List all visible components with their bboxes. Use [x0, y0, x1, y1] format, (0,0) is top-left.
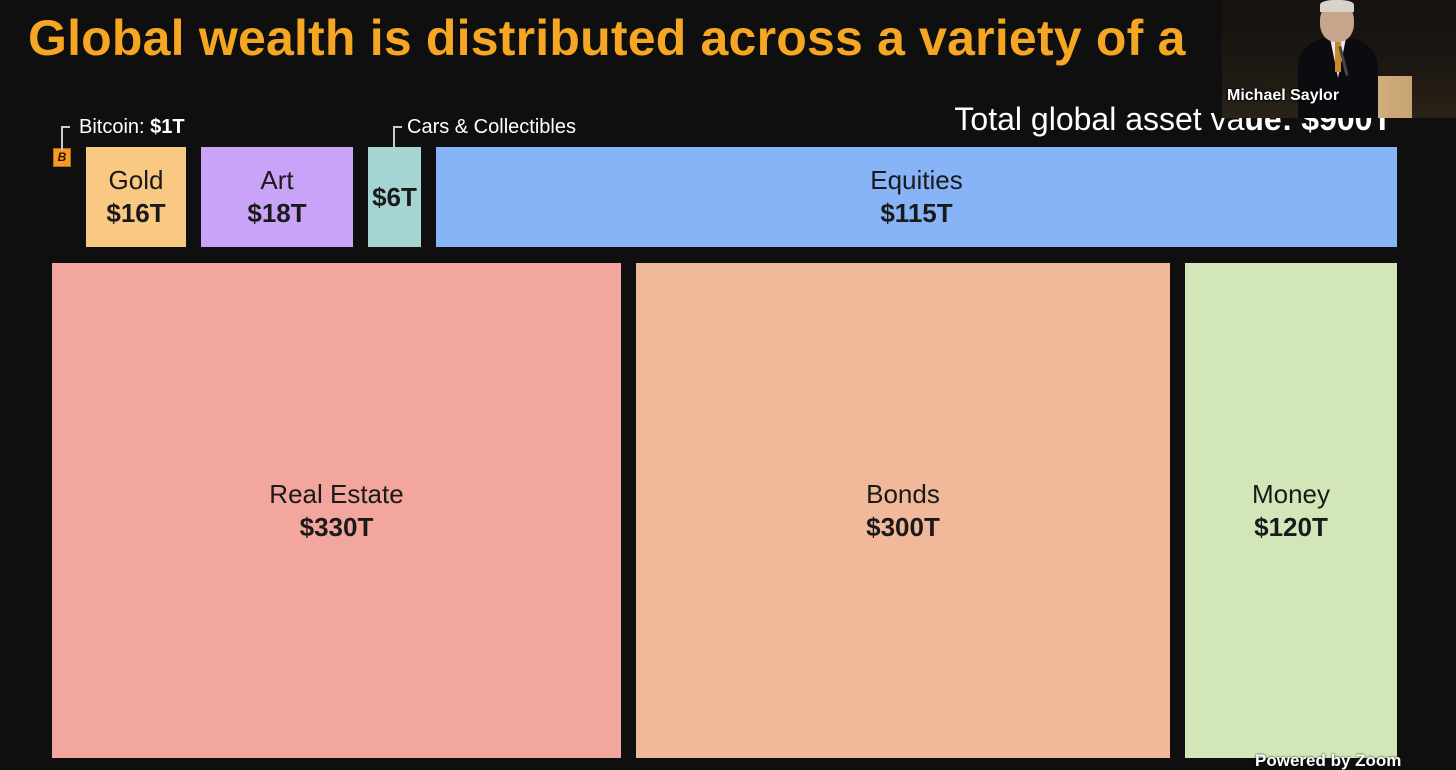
tile-bonds: Bonds $300T	[636, 263, 1170, 758]
tile-bonds-name: Bonds	[866, 478, 940, 509]
speaker-tie	[1335, 42, 1341, 72]
tile-equities-value: $115T	[880, 198, 953, 228]
tile-art-name: Art	[260, 165, 294, 195]
bitcoin-callout-label: Bitcoin:	[79, 116, 151, 138]
speaker-hair	[1320, 0, 1354, 12]
tile-equities: Equities $115T	[436, 147, 1397, 247]
tile-art-value: $18T	[247, 198, 307, 228]
bitcoin-callout: Bitcoin: $1T	[79, 115, 185, 139]
speaker-video-thumbnail[interactable]	[1222, 0, 1456, 118]
tile-gold-name: Gold	[108, 165, 164, 195]
bitcoin-icon: B	[53, 148, 71, 167]
tile-money-value: $120T	[1254, 511, 1328, 542]
tile-real-estate: Real Estate $330T	[52, 263, 621, 758]
tile-gold: Gold $16T	[86, 147, 186, 247]
tile-real-estate-value: $330T	[299, 511, 374, 542]
tile-gold-value: $16T	[106, 198, 166, 228]
slide-title: Global wealth is distributed across a va…	[28, 10, 1186, 66]
total-asset-label: Total global asset va	[954, 101, 1245, 137]
speaker-name-label: Michael Saylor	[1227, 87, 1340, 104]
tile-bonds-value: $300T	[866, 511, 940, 542]
bitcoin-callout-line	[61, 126, 70, 150]
tile-equities-name: Equities	[870, 165, 963, 195]
bitcoin-callout-value: $1T	[150, 116, 185, 138]
tile-cars-value: $6T	[372, 181, 417, 212]
cars-callout-line	[393, 126, 402, 149]
cars-callout-label: Cars & Collectibles	[407, 116, 576, 138]
tile-money-name: Money	[1251, 478, 1331, 509]
powered-by-zoom: Powered by Zoom	[1255, 751, 1402, 770]
tile-art: Art $18T	[201, 147, 353, 247]
tile-money: Money $120T	[1185, 263, 1397, 758]
tile-cars-collectibles: $6T	[368, 147, 421, 247]
tile-real-estate-name: Real Estate	[269, 478, 404, 509]
